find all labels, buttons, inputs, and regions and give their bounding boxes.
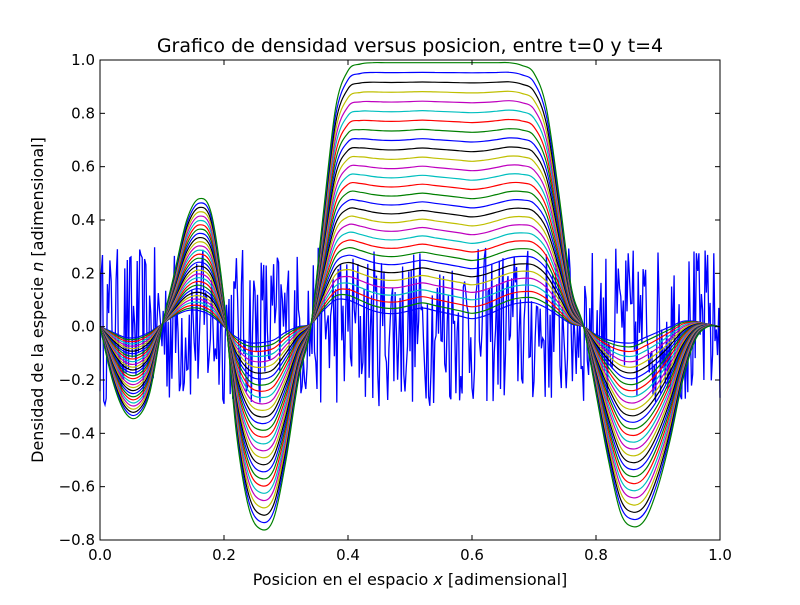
y-axis-label-suffix: [adimensional] (28, 137, 47, 262)
y-tick-label: −0.2 (59, 371, 95, 389)
y-tick-label: 0.6 (71, 158, 95, 176)
y-axis-label-prefix: Densidad de la especie (28, 272, 47, 463)
ticks-group: 0.0 0.2 0.4 0.6 0.8 1.0 −0.8 −0.6 −0.4 −0.2 0.0 0.2… (59, 51, 732, 564)
x-axis-label-suffix: [adimensional] (443, 570, 568, 589)
series-line-27 (99, 90, 721, 509)
x-tick-label: 0.4 (336, 546, 360, 564)
series-line-11 (99, 231, 721, 399)
series-line-5 (99, 275, 721, 363)
x-tick-label: 1.0 (708, 546, 732, 564)
series-line-9 (99, 247, 721, 386)
series-line-26 (99, 100, 721, 502)
chart-title: Grafico de densidad versus posicion, ent… (157, 35, 663, 57)
series-line-19 (99, 164, 721, 452)
y-tick-label: 1.0 (71, 51, 95, 69)
plot-frame (99, 59, 721, 541)
series-line-22 (99, 137, 721, 473)
series-line-28 (99, 81, 721, 516)
x-axis-label: Posicion en el espacio x [adimensional] (253, 570, 568, 589)
series-line-3 (99, 288, 721, 353)
y-tick-label: −0.4 (59, 424, 95, 442)
series-line-17 (99, 181, 721, 438)
y-tick-label: 0.2 (71, 264, 95, 282)
series-line-25 (99, 109, 721, 494)
series-line-6 (99, 268, 721, 369)
series-line-14 (99, 207, 721, 418)
series-line-1 (99, 298, 721, 344)
x-tick-label: 0.8 (584, 546, 608, 564)
series-line-10 (99, 239, 721, 392)
series-line-7 (99, 261, 721, 374)
series-line-21 (99, 146, 721, 466)
y-tick-label: 0.0 (71, 318, 95, 336)
series-line-13 (99, 215, 721, 411)
y-axis-label-var: n (28, 262, 47, 272)
series-line-12 (99, 223, 721, 405)
series-line-16 (99, 190, 721, 431)
series-line-4 (99, 282, 721, 358)
x-tick-label: 0.2 (212, 546, 236, 564)
series-line-8 (99, 254, 721, 380)
series-line-24 (99, 118, 721, 487)
series-line-30 (99, 61, 721, 531)
y-tick-label: −0.8 (59, 531, 95, 549)
series-line-20 (99, 155, 721, 459)
y-axis-label: Densidad de la especie n [adimensional] (28, 137, 47, 463)
series-group (99, 61, 721, 531)
x-axis-label-prefix: Posicion en el espacio (253, 570, 434, 589)
x-tick-label: 0.0 (88, 546, 112, 564)
y-tick-label: −0.6 (59, 478, 95, 496)
series-line-initial (99, 247, 721, 408)
y-tick-label: 0.8 (71, 104, 95, 122)
series-line-23 (99, 128, 721, 480)
series-line-2 (99, 293, 721, 348)
series-line-29 (99, 71, 721, 524)
series-line-18 (99, 173, 721, 445)
x-tick-label: 0.6 (460, 546, 484, 564)
x-axis-label-var: x (432, 570, 443, 589)
y-tick-label: 0.4 (71, 211, 95, 229)
series-line-15 (99, 198, 721, 425)
